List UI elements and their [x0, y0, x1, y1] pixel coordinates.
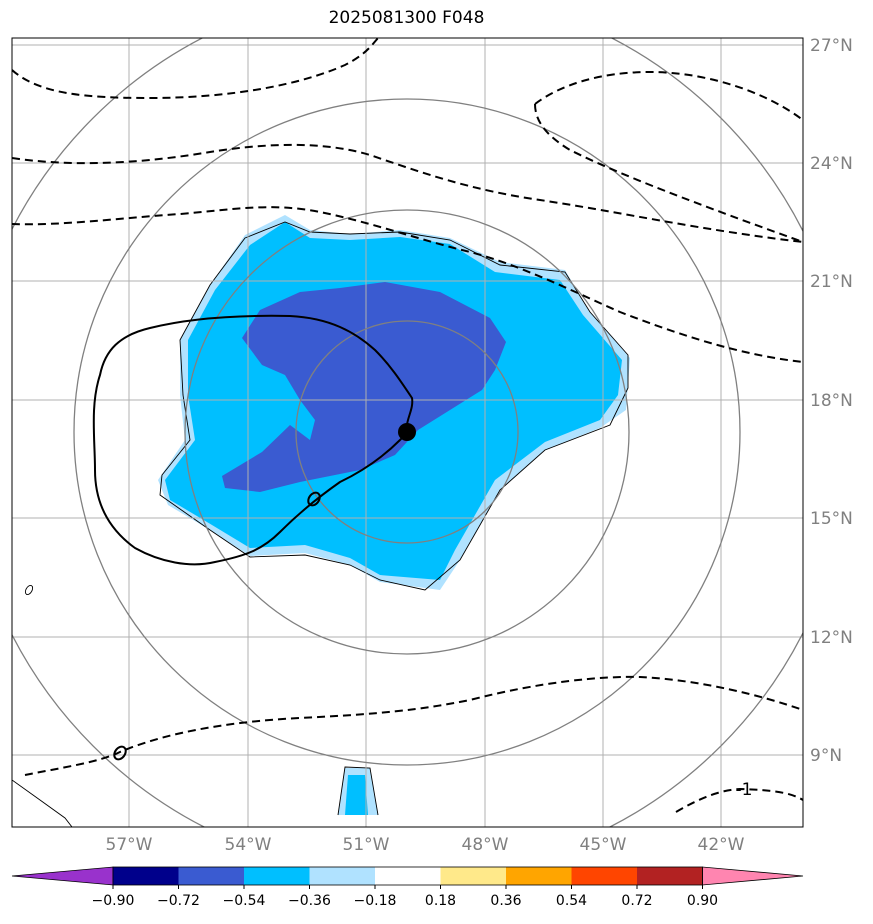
anomaly-outline	[12, 221, 629, 827]
contour-southeast	[675, 787, 803, 813]
lon-labels: 57°W 54°W 51°W 48°W 45°W 42°W	[106, 835, 745, 855]
solid-contours	[92, 314, 414, 761]
colorbar-extend-min	[11, 866, 114, 886]
colorbar: −0.90 −0.72 −0.54 −0.36 −0.18 0.18 0.36 0.54 0.7…	[11, 866, 804, 909]
contour-north-1	[12, 38, 379, 100]
lon-label-57: 57°W	[106, 835, 153, 855]
contour-south	[24, 675, 803, 776]
coast-island	[24, 584, 34, 596]
storm-center-marker	[398, 423, 416, 441]
zero-contour-marker-south	[113, 745, 127, 761]
lat-label-12: 12°N	[810, 628, 853, 648]
contour-northeast	[534, 70, 803, 121]
lat-label-21: 21°N	[810, 272, 853, 292]
contour-north-2	[12, 143, 803, 243]
colorbar-outline	[112, 866, 703, 886]
lat-label-27: 27°N	[810, 36, 853, 56]
anomaly-fill	[158, 215, 630, 815]
coast-west	[12, 779, 73, 827]
lat-label-24: 24°N	[810, 154, 853, 174]
lon-label-42: 42°W	[698, 835, 745, 855]
solid-contour-loop	[92, 314, 414, 566]
colorbar-tick-label: 0.36	[490, 893, 521, 909]
colorbar-tick-label: 0.90	[687, 893, 718, 909]
colorbar-segment	[506, 867, 572, 885]
lon-label-45: 45°W	[580, 835, 627, 855]
colorbar-tick-label: 0.72	[621, 893, 652, 909]
colorbar-tick-label: −0.18	[354, 893, 397, 909]
lat-labels: 27°N 24°N 21°N 18°N 15°N 12°N 9°N	[810, 36, 853, 766]
lon-label-54: 54°W	[225, 835, 272, 855]
zero-contour-marker	[307, 491, 321, 507]
lat-label-9: 9°N	[810, 746, 842, 766]
colorbar-extend-max	[702, 866, 804, 886]
colorbar-segment	[375, 867, 441, 885]
range-ring-3	[73, 98, 741, 766]
colorbar-segment	[178, 867, 245, 885]
colorbar-segment	[244, 867, 310, 885]
lon-label-48: 48°W	[462, 835, 509, 855]
lat-label-18: 18°N	[810, 391, 853, 411]
map-frame	[11, 37, 804, 828]
colorbar-tick-label: 0.54	[556, 893, 587, 909]
colorbar-segment	[113, 867, 179, 885]
range-rings	[12, 38, 803, 827]
colorbar-segment	[571, 867, 638, 885]
colorbar-tick-label: −0.54	[223, 893, 266, 909]
colorbar-segment	[309, 867, 376, 885]
contour-north-3	[12, 206, 803, 363]
lon-label-51: 51°W	[343, 835, 390, 855]
dashed-contours	[12, 38, 803, 813]
anomaly-fill-dark	[222, 282, 506, 492]
contour-label: -1	[736, 780, 753, 800]
anomaly-outline-south	[337, 766, 379, 816]
colorbar-segment	[637, 867, 703, 885]
colorbar-tick-label: −0.72	[157, 893, 200, 909]
anomaly-fill-south-medium	[345, 775, 368, 815]
anomaly-outline-main	[159, 221, 629, 591]
colorbar-tick-label: 0.18	[425, 893, 456, 909]
colorbar-tick-label: −0.36	[288, 893, 331, 909]
range-ring-1	[295, 320, 519, 544]
colorbar-tick-label: −0.90	[92, 893, 135, 909]
colorbar-segment	[440, 867, 507, 885]
contour-northeast-2	[534, 103, 803, 243]
lat-label-15: 15°N	[810, 509, 853, 529]
map-title: 2025081300 F048	[328, 8, 485, 28]
range-ring-2	[184, 209, 630, 655]
